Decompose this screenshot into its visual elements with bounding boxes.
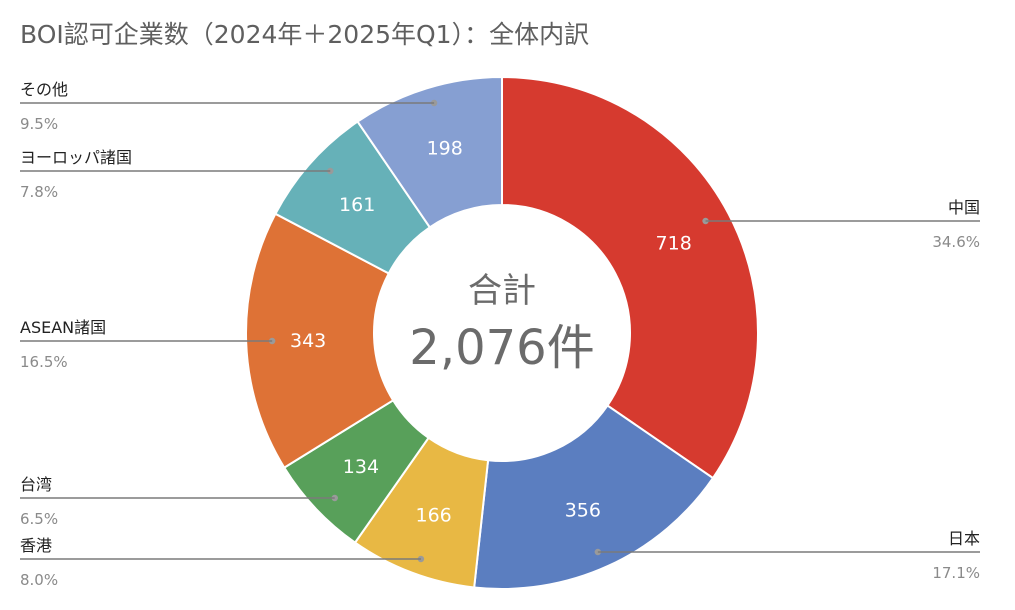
leader-lines-group: [20, 99, 980, 563]
slice-4: [245, 212, 395, 470]
slice-percent-label: 8.0%: [20, 571, 58, 589]
slice-1: [473, 404, 715, 590]
slices-group: [245, 75, 759, 590]
slice-name-label: その他: [20, 80, 68, 99]
slice-value-label: 166: [415, 505, 451, 527]
center-caption: 合計: [468, 271, 536, 311]
slice-name-label: ヨーロッパ諸国: [20, 148, 132, 167]
slice-name-label: 中国: [948, 198, 980, 217]
slice-percent-label: 17.1%: [932, 564, 980, 582]
slice-name-label: 香港: [20, 536, 52, 555]
slice-6: [356, 75, 503, 229]
slice-value-label: 198: [427, 138, 463, 160]
chart-title: BOI認可企業数（2024年＋2025年Q1）：全体内訳: [20, 20, 589, 49]
slice-value-label: 134: [343, 456, 379, 478]
slice-name-label: 台湾: [20, 475, 52, 494]
slice-name-label: 日本: [948, 529, 980, 548]
slice-value-label: 343: [290, 330, 326, 352]
slice-percent-label: 34.6%: [932, 233, 980, 251]
slice-0: [501, 75, 759, 480]
slice-value-label: 161: [339, 194, 375, 216]
slice-percent-label: 16.5%: [20, 353, 68, 371]
center-total: 2,076件: [409, 320, 594, 376]
slice-name-label: ASEAN諸国: [20, 318, 106, 337]
slice-labels-group: 718 中国 34.6% 356 日本 17.1% 166 香港 8.0% 134 台湾 6.5% 34…: [20, 80, 980, 589]
slice-value-label: 356: [565, 499, 601, 521]
slice-percent-label: 7.8%: [20, 183, 58, 201]
slice-value-label: 718: [656, 233, 692, 255]
slice-percent-label: 9.5%: [20, 115, 58, 133]
slice-percent-label: 6.5%: [20, 510, 58, 528]
